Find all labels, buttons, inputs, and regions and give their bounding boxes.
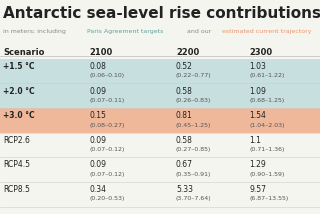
Text: (0.35–0.91): (0.35–0.91) [176,172,212,177]
Text: (0.22–0.77): (0.22–0.77) [176,73,212,78]
Text: RCP8.5: RCP8.5 [3,185,30,194]
Text: (0.90–1.59): (0.90–1.59) [250,172,285,177]
Text: 0.81: 0.81 [176,111,193,120]
Text: (0.68–1.25): (0.68–1.25) [250,98,285,103]
Text: +2.0 °C: +2.0 °C [3,86,35,96]
Text: 1.29: 1.29 [250,160,266,169]
Bar [0,133,320,157]
Text: in meters; including: in meters; including [3,29,68,34]
Bar [0,59,320,83]
Text: 2300: 2300 [250,48,273,57]
Text: 0.15: 0.15 [90,111,107,120]
Text: 1.54: 1.54 [250,111,267,120]
Text: 1.1: 1.1 [250,136,261,145]
Text: +3.0 °C: +3.0 °C [3,111,35,120]
Text: 2100: 2100 [90,48,113,57]
Text: (6.87–13.55): (6.87–13.55) [250,196,289,201]
Text: (0.61–1.22): (0.61–1.22) [250,73,285,78]
Text: (0.71–1.36): (0.71–1.36) [250,147,285,152]
Text: Scenario: Scenario [3,48,44,57]
Text: (3.70–7.64): (3.70–7.64) [176,196,212,201]
Text: 0.58: 0.58 [176,86,193,96]
Bar [0,182,320,207]
Text: estimated current trajectory: estimated current trajectory [222,29,312,34]
Text: 1.09: 1.09 [250,86,267,96]
Text: 0.67: 0.67 [176,160,193,169]
Text: and our: and our [186,29,214,34]
Text: 0.52: 0.52 [176,62,193,71]
Text: (0.20–0.53): (0.20–0.53) [90,196,125,201]
Text: +1.5 °C: +1.5 °C [3,62,35,71]
Text: 1.03: 1.03 [250,62,267,71]
Bar [0,108,320,133]
Text: RCP4.5: RCP4.5 [3,160,30,169]
Bar [0,83,320,108]
Text: (0.08–0.27): (0.08–0.27) [90,123,125,128]
Text: 5.33: 5.33 [176,185,193,194]
Text: Antarctic sea-level rise contributions: Antarctic sea-level rise contributions [3,6,320,21]
Text: (0.07–0.12): (0.07–0.12) [90,172,125,177]
Text: (0.45–1.25): (0.45–1.25) [176,123,212,128]
Text: (0.07–0.12): (0.07–0.12) [90,147,125,152]
Text: (0.06–0.10): (0.06–0.10) [90,73,125,78]
Text: 2200: 2200 [176,48,199,57]
Text: (0.27–0.85): (0.27–0.85) [176,147,212,152]
Text: 0.09: 0.09 [90,136,107,145]
Text: (0.26–0.83): (0.26–0.83) [176,98,212,103]
Text: 0.08: 0.08 [90,62,107,71]
Text: RCP2.6: RCP2.6 [3,136,30,145]
Text: (0.07–0.11): (0.07–0.11) [90,98,125,103]
Text: 0.09: 0.09 [90,86,107,96]
Bar [0,157,320,182]
Text: 9.57: 9.57 [250,185,267,194]
Text: Paris Agreement targets: Paris Agreement targets [87,29,163,34]
Text: (1.04–2.03): (1.04–2.03) [250,123,285,128]
Text: 0.34: 0.34 [90,185,107,194]
Text: 0.09: 0.09 [90,160,107,169]
Text: 0.58: 0.58 [176,136,193,145]
